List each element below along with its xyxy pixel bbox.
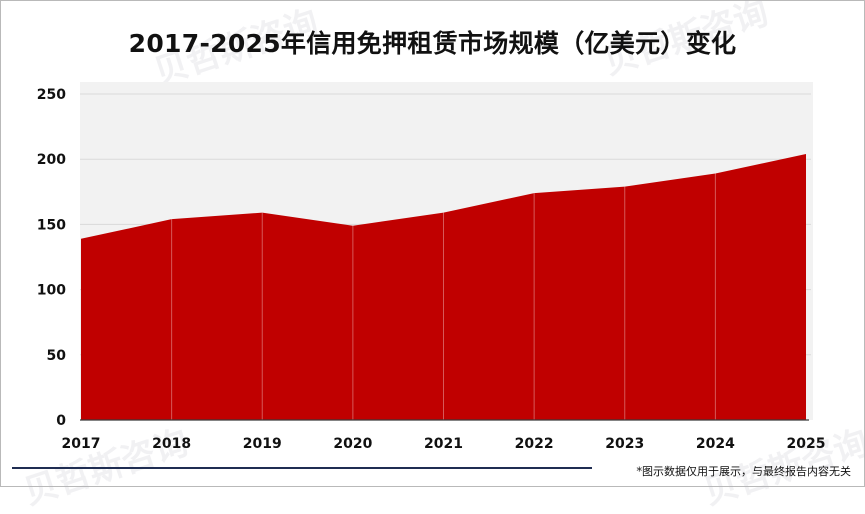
y-tick-label-150: 150: [37, 217, 66, 233]
x-tick-label-2019: 2019: [243, 436, 282, 452]
x-tick-label-2023: 2023: [605, 436, 644, 452]
y-tick-label-0: 0: [56, 413, 66, 429]
x-tick-label-2025: 2025: [787, 436, 826, 452]
x-tick-label-2021: 2021: [424, 436, 463, 452]
area-chart: 0 50 100 150 200 250 2017 2018 2019 2020 2021 2022 2…: [0, 0, 865, 487]
y-tick-label-250: 250: [37, 87, 66, 103]
x-tick-label-2022: 2022: [515, 436, 554, 452]
y-tick-label-50: 50: [47, 348, 67, 364]
footer-divider: [12, 467, 592, 469]
x-tick-label-2018: 2018: [152, 436, 191, 452]
x-tick-label-2024: 2024: [696, 436, 735, 452]
x-tick-label-2017: 2017: [62, 436, 101, 452]
y-tick-label-100: 100: [37, 283, 66, 299]
footer-disclaimer: *图示数据仅用于展示，与最终报告内容无关: [637, 463, 852, 479]
y-tick-label-200: 200: [37, 152, 66, 168]
x-tick-label-2020: 2020: [333, 436, 372, 452]
